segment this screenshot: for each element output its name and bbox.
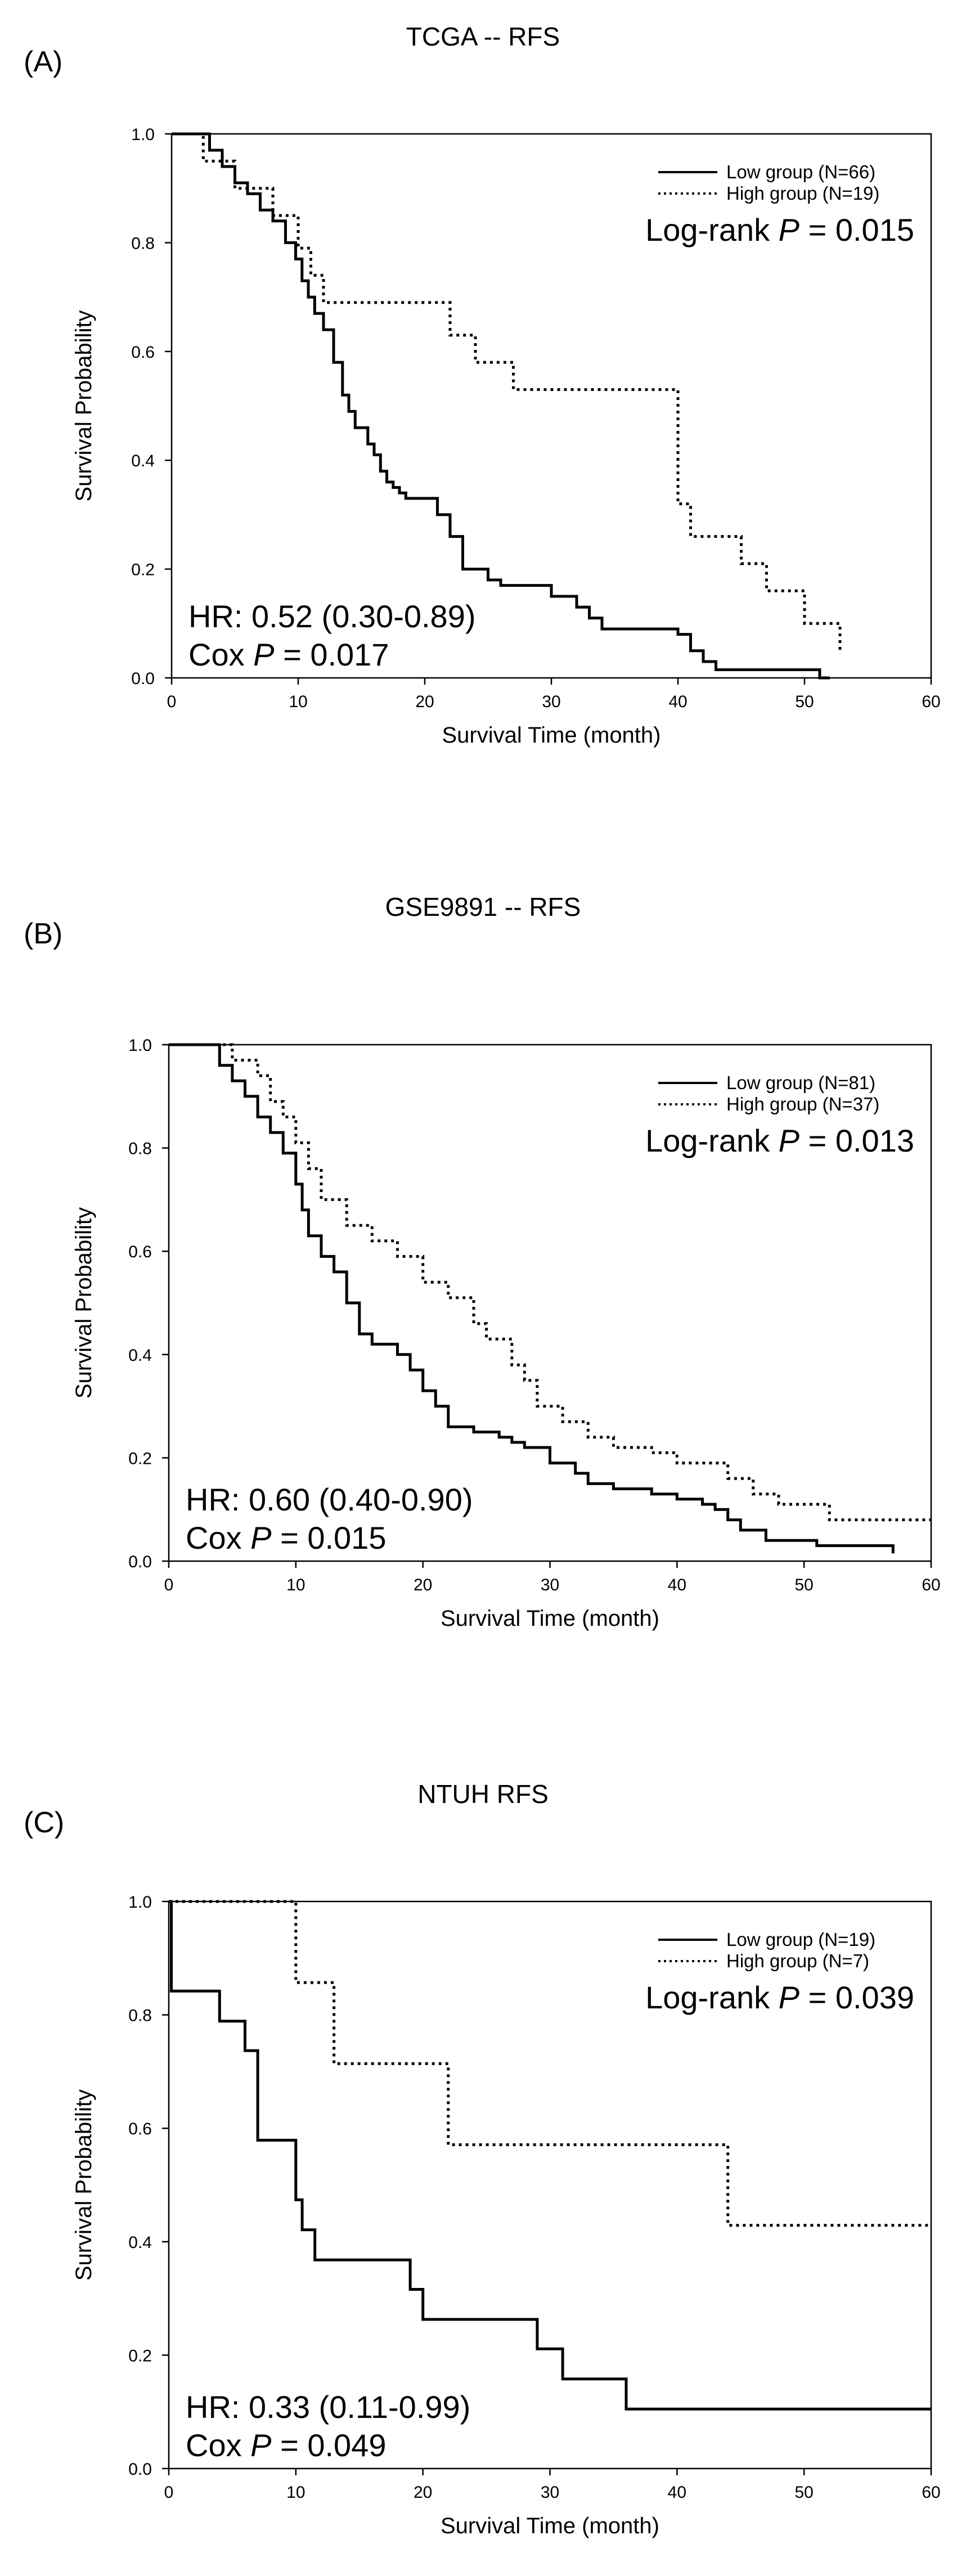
y-axis-title: Survival Probability [71, 2089, 96, 2281]
chart-title: GSE9891 -- RFS [385, 892, 581, 921]
logrank-annotation: Log-rank P = 0.013 [645, 1123, 914, 1158]
cox-p: P [250, 1520, 271, 1556]
y-tick-label: 0.2 [128, 1449, 152, 1468]
chart-title: TCGA -- RFS [406, 22, 560, 51]
x-tick-label: 60 [922, 1576, 940, 1594]
cox-p: P [250, 2427, 271, 2463]
legend-label-low: Low group (N=66) [726, 161, 875, 182]
legend-label-high: High group (N=37) [726, 1094, 879, 1114]
y-axis-title: Survival Probability [71, 310, 96, 501]
cox-value: = 0.049 [272, 2427, 387, 2463]
cox-annotation: Cox P = 0.017 [188, 637, 389, 672]
panel-label: (C) [24, 1806, 65, 1839]
logrank-p: P [779, 1123, 799, 1158]
x-tick-label: 40 [668, 693, 687, 711]
x-tick-label: 20 [414, 1576, 432, 1594]
km-curve-low-group [169, 1900, 931, 2411]
cox-value: = 0.017 [275, 637, 389, 672]
y-tick-label: 0.2 [128, 2346, 152, 2365]
y-tick-label: 0.0 [128, 1553, 152, 1571]
y-tick-label: 0.8 [131, 234, 155, 253]
cox-prefix: Cox [186, 1520, 250, 1556]
km-panel-a: (A) TCGA -- RFS 0 10 20 30 40 50 60 0.0 0.2 0.4 0.… [0, 0, 966, 799]
y-tick-label: 1.0 [128, 1893, 152, 1912]
logrank-annotation: Log-rank P = 0.015 [645, 212, 914, 248]
x-tick-label: 0 [164, 2483, 174, 2502]
x-axis-title: Survival Time (month) [442, 723, 661, 748]
x-tick-label: 60 [922, 693, 940, 711]
x-tick-label: 30 [542, 693, 560, 711]
panel-label: (B) [24, 918, 63, 950]
x-tick-label: 60 [922, 2483, 940, 2502]
x-axis-title: Survival Time (month) [441, 2514, 659, 2538]
km-curve-high-group [169, 1043, 931, 1522]
y-tick-label: 0.6 [131, 343, 155, 362]
x-tick-label: 50 [794, 2483, 813, 2502]
cox-annotation: Cox P = 0.049 [186, 2427, 386, 2463]
y-tick-label: 1.0 [128, 1036, 152, 1055]
logrank-value: = 0.039 [799, 1980, 914, 2015]
legend-label-low: Low group (N=19) [726, 1929, 875, 1950]
cox-p: P [253, 637, 274, 672]
legend-label-low: Low group (N=81) [726, 1072, 875, 1093]
km-curve-low-group [169, 1043, 895, 1554]
x-tick-label: 10 [286, 1576, 305, 1594]
x-tick-label: 0 [167, 693, 177, 711]
y-tick-label: 0.8 [128, 2007, 152, 2025]
hazard-ratio-annotation: HR: 0.52 (0.30-0.89) [188, 599, 475, 634]
x-tick-label: 20 [414, 2483, 432, 2502]
km-curve-low-group [172, 132, 830, 680]
x-tick-label: 30 [541, 2483, 559, 2502]
x-tick-label: 0 [164, 1576, 174, 1594]
y-tick-label: 0.4 [128, 1346, 152, 1365]
y-tick-label: 0.6 [128, 1243, 152, 1261]
km-curve-high-group [172, 132, 843, 653]
panel-label: (A) [24, 46, 63, 78]
y-tick-label: 0.6 [128, 2120, 152, 2138]
y-tick-label: 1.0 [131, 125, 155, 144]
x-tick-label: 40 [668, 2483, 686, 2502]
logrank-p: P [779, 212, 799, 248]
cox-prefix: Cox [188, 637, 253, 672]
cox-annotation: Cox P = 0.015 [186, 1520, 386, 1556]
x-tick-label: 50 [795, 693, 814, 711]
x-tick-label: 40 [668, 1576, 686, 1594]
y-tick-label: 0.4 [128, 2233, 152, 2252]
x-tick-label: 10 [289, 693, 307, 711]
legend-label-high: High group (N=19) [726, 183, 879, 204]
x-tick-label: 50 [794, 1576, 813, 1594]
km-panel-b: (B) GSE9891 -- RFS 0 10 20 30 40 50 60 0.0 0.2 0.… [0, 878, 966, 1699]
cox-prefix: Cox [186, 2427, 250, 2463]
chart-title: NTUH RFS [417, 1779, 549, 1809]
y-tick-label: 0.2 [131, 561, 155, 579]
x-tick-label: 10 [286, 2483, 305, 2502]
y-tick-label: 0.0 [128, 2460, 152, 2479]
logrank-value: = 0.015 [799, 212, 914, 248]
legend-label-high: High group (N=7) [726, 1950, 869, 1971]
x-tick-label: 30 [541, 1576, 559, 1594]
km-plot-c: 0 10 20 30 40 50 60 0.0 0.2 0.4 0.6 0.8 1.0 Survival … [71, 1893, 941, 2538]
y-tick-label: 0.0 [131, 669, 155, 688]
hazard-ratio-annotation: HR: 0.60 (0.40-0.90) [186, 1482, 473, 1517]
logrank-prefix: Log-rank [645, 1980, 779, 2015]
x-tick-label: 20 [415, 693, 434, 711]
logrank-annotation: Log-rank P = 0.039 [645, 1980, 914, 2015]
cox-value: = 0.015 [272, 1520, 387, 1556]
km-plot-a: 0 10 20 30 40 50 60 0.0 0.2 0.4 0.6 0.8 1.0 Survival … [71, 125, 941, 748]
logrank-prefix: Log-rank [645, 212, 779, 248]
logrank-value: = 0.013 [799, 1123, 914, 1158]
x-axis-title: Survival Time (month) [441, 1606, 659, 1631]
y-axis-title: Survival Probability [71, 1207, 96, 1399]
logrank-prefix: Log-rank [645, 1123, 779, 1158]
km-panel-c: (C) NTUH RFS 0 10 20 30 40 50 60 0.0 0.2 0.4 0.6 0.… [0, 1758, 966, 2576]
logrank-p: P [779, 1980, 799, 2015]
y-tick-label: 0.4 [131, 452, 155, 470]
hazard-ratio-annotation: HR: 0.33 (0.11-0.99) [186, 2389, 470, 2425]
km-plot-b: 0 10 20 30 40 50 60 0.0 0.2 0.4 0.6 0.8 1.0 Survival … [71, 1036, 941, 1631]
y-tick-label: 0.8 [128, 1140, 152, 1158]
